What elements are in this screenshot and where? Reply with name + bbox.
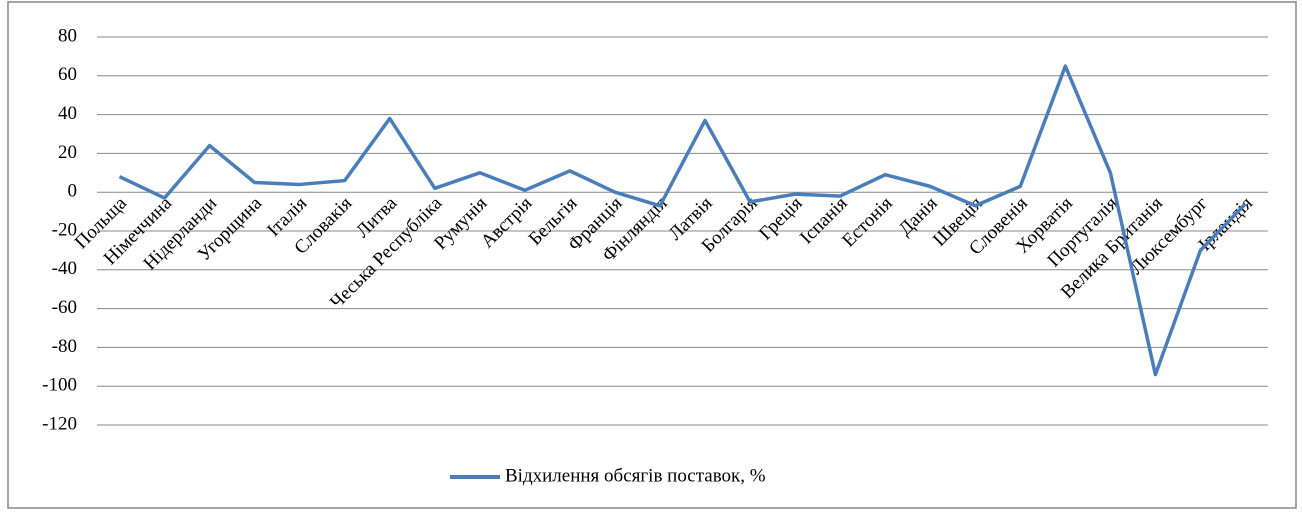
y-tick-label: 20	[58, 142, 77, 163]
data-line	[118, 64, 1247, 377]
y-tick-label: 40	[58, 103, 77, 124]
y-tick-label: -100	[42, 375, 77, 396]
y-tick-label: 0	[68, 181, 78, 202]
y-tick-label: -80	[52, 336, 77, 357]
y-tick-label: -20	[52, 219, 77, 240]
chart-border	[7, 1, 1297, 509]
legend-label: Відхилення обсягів поставок, %	[505, 465, 766, 486]
y-tick-label: -60	[52, 297, 77, 318]
y-tick-label: 60	[58, 64, 77, 85]
y-tick-label: -120	[42, 413, 77, 434]
y-tick-label: -40	[52, 258, 77, 279]
y-tick-label: 80	[58, 25, 77, 46]
